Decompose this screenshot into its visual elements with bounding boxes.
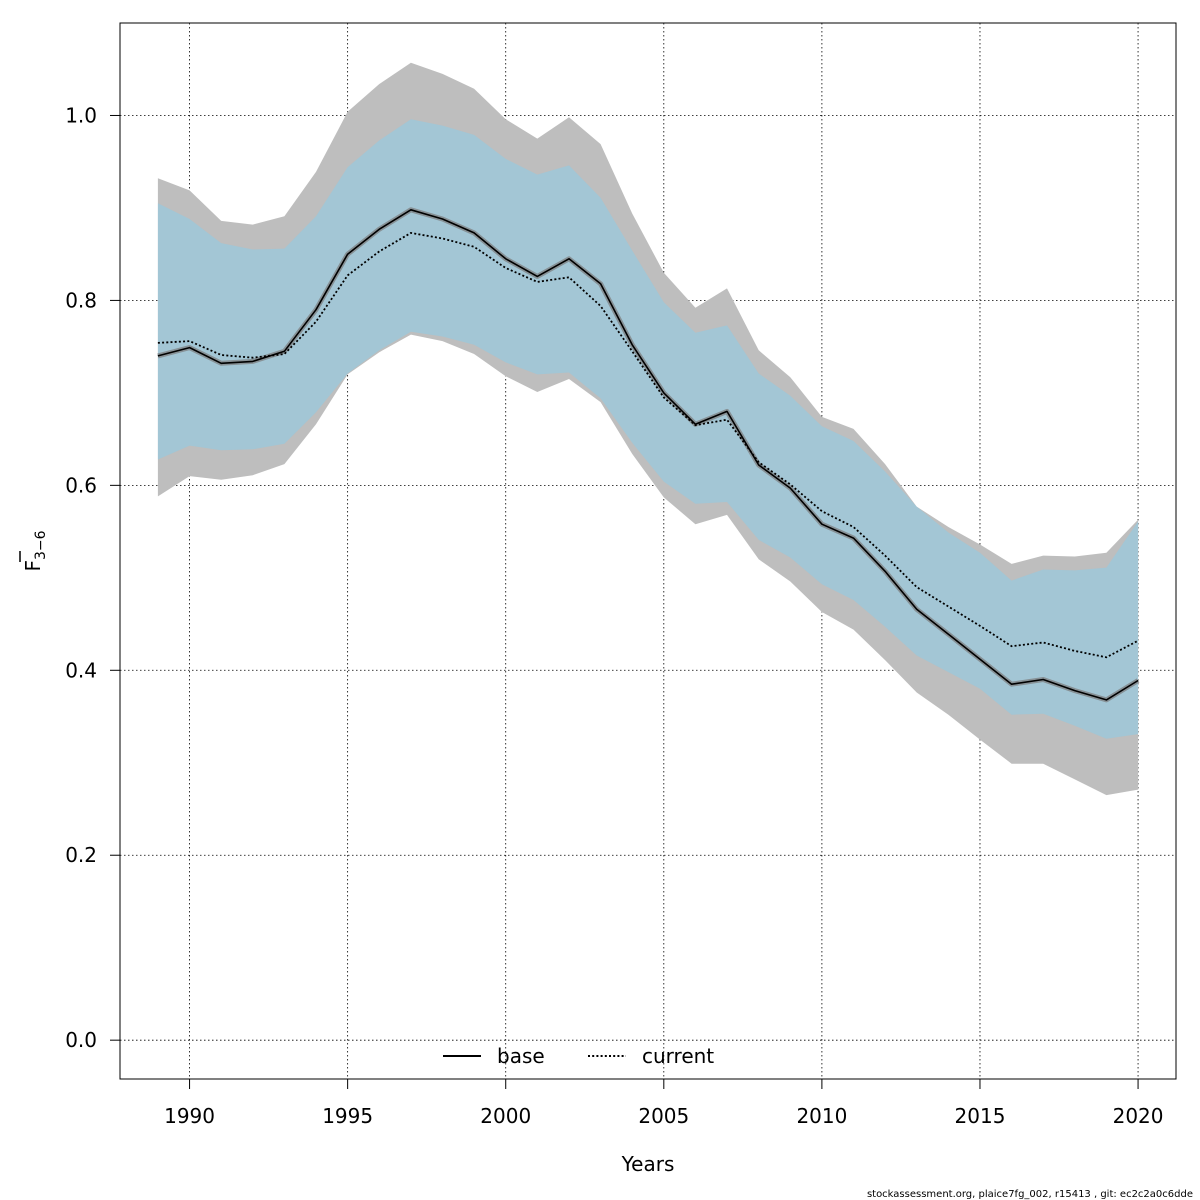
svg-text:F3−6: F3−6 bbox=[21, 530, 49, 571]
x-tick-label: 1990 bbox=[164, 1104, 215, 1128]
x-axis-title: Years bbox=[621, 1152, 675, 1176]
y-tick-label: 0.6 bbox=[65, 473, 97, 497]
plot-frame bbox=[119, 22, 1177, 1080]
confidence-band-layer bbox=[157, 62, 1139, 796]
y-tick-label: 0.2 bbox=[65, 843, 97, 867]
y-axis-title: F3−6 bbox=[19, 530, 49, 572]
y-tick-label: 0.4 bbox=[65, 658, 97, 682]
x-tick-label: 2000 bbox=[480, 1104, 531, 1128]
y-tick-label: 1.0 bbox=[65, 103, 97, 127]
x-tick-label: 2015 bbox=[955, 1104, 1006, 1128]
series-line-layer bbox=[157, 207, 1140, 703]
y-axis-title-sub: 3−6 bbox=[33, 530, 49, 560]
x-tick-label: 2010 bbox=[796, 1104, 847, 1128]
y-tick-label: 0.8 bbox=[65, 288, 97, 312]
x-tick-label: 1995 bbox=[322, 1104, 373, 1128]
legend: base current bbox=[443, 1044, 714, 1068]
legend-current-label: current bbox=[642, 1044, 714, 1068]
x-tick-label: 2005 bbox=[638, 1104, 689, 1128]
base-line bbox=[157, 209, 1139, 701]
grid-layer bbox=[120, 23, 1176, 1079]
axis-layer: 1990 1995 2000 2005 2010 2015 2020 0.0 0.2 0.4 0.6… bbox=[65, 103, 1163, 1128]
x-tick-label: 2020 bbox=[1113, 1104, 1164, 1128]
y-axis-title-main: F bbox=[21, 560, 45, 572]
y-tick-label: 0.0 bbox=[65, 1028, 97, 1052]
footer-note: stockassessment.org, plaice7fg_002, r154… bbox=[867, 1189, 1193, 1200]
legend-base-label: base bbox=[497, 1044, 545, 1068]
